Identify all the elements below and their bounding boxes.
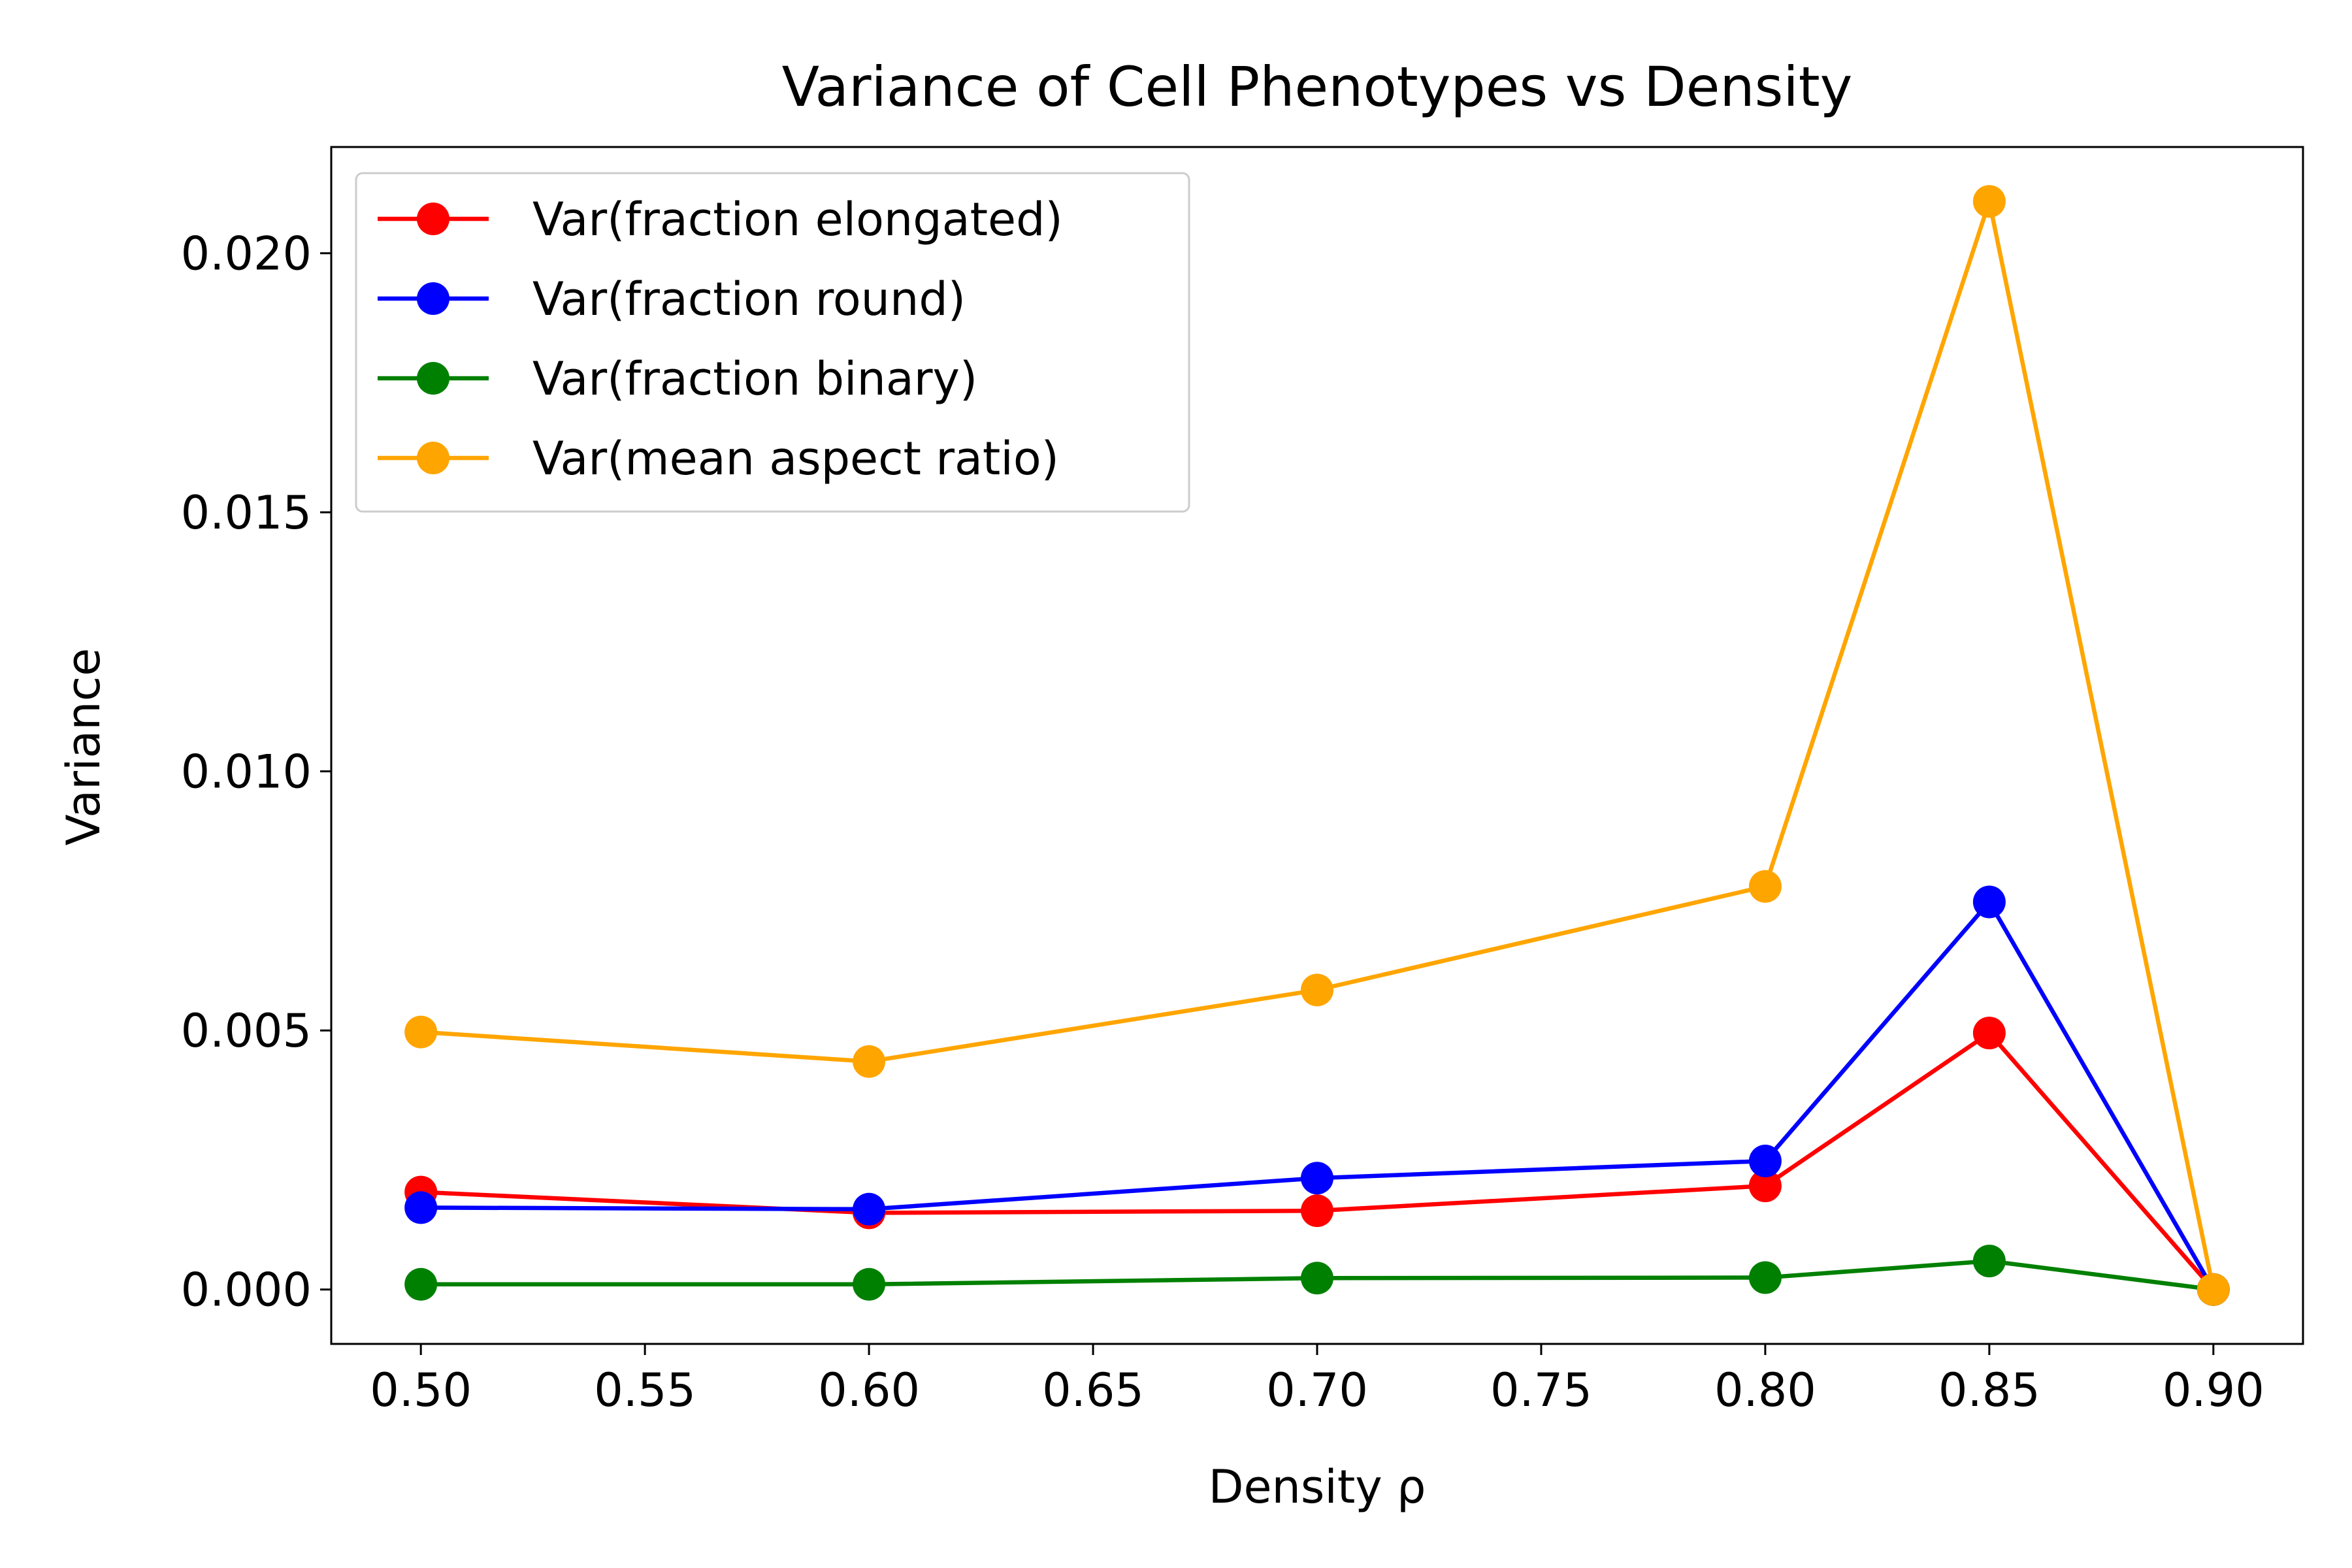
data-point <box>2197 1273 2230 1306</box>
x-tick-label: 0.65 <box>1042 1364 1144 1417</box>
x-tick-label: 0.75 <box>1490 1364 1592 1417</box>
chart-title: Variance of Cell Phenotypes vs Density <box>782 55 1853 119</box>
y-tick-label: 0.020 <box>181 227 312 281</box>
legend-item: Var(mean aspect ratio) <box>378 432 1059 485</box>
data-point <box>1748 1169 1782 1203</box>
legend-marker <box>417 442 449 474</box>
data-point <box>1972 1245 2006 1278</box>
data-point <box>1301 1194 1333 1228</box>
legend-box <box>355 172 1190 513</box>
data-point <box>853 1267 886 1301</box>
legend-label: Var(fraction elongated) <box>532 193 1063 246</box>
series-line <box>421 900 2215 1291</box>
data-point <box>404 1267 438 1301</box>
legend-label: Var(mean aspect ratio) <box>532 432 1059 485</box>
data-point <box>404 1191 438 1224</box>
data-point <box>1972 1017 2006 1050</box>
data-point <box>1972 885 2006 919</box>
x-tick-label: 0.80 <box>1714 1364 1816 1417</box>
data-point <box>1748 1145 1782 1178</box>
data-point <box>853 1045 886 1078</box>
plot-area: 0.50 0.55 0.60 0.65 0.70 0.75 0.80 0.85 0.90 0.00… <box>181 146 2304 1417</box>
data-point <box>1748 870 1782 903</box>
legend: Var(fraction elongated) Var(fraction roun… <box>355 172 1190 513</box>
x-tick-label: 0.90 <box>2163 1364 2264 1417</box>
legend-item: Var(fraction elongated) <box>378 193 1063 246</box>
legend-label: Var(fraction round) <box>532 272 966 326</box>
x-tick-label: 0.60 <box>818 1364 920 1417</box>
legend-item: Var(fraction binary) <box>378 352 977 406</box>
data-point <box>853 1192 886 1226</box>
y-tick-label: 0.015 <box>181 486 312 540</box>
x-tick-label: 0.55 <box>594 1364 696 1417</box>
series-line <box>421 1258 2214 1292</box>
legend-item: Var(fraction round) <box>378 272 966 326</box>
data-point <box>1301 973 1333 1007</box>
x-axis-label: Density ρ <box>1209 1460 1426 1514</box>
series-4 <box>404 185 2230 1306</box>
data-point <box>404 1015 438 1049</box>
series-line <box>420 199 2215 1290</box>
legend-marker <box>417 282 449 315</box>
y-tick-label: 0.005 <box>181 1004 312 1058</box>
legend-label: Var(fraction binary) <box>532 352 977 406</box>
series-2 <box>404 885 2230 1306</box>
x-tick-label: 0.70 <box>1266 1364 1368 1417</box>
y-axis-label: Variance <box>57 648 110 845</box>
x-tick-label: 0.85 <box>1938 1364 2040 1417</box>
data-point <box>1972 185 2006 218</box>
y-tick-label: 0.010 <box>181 745 312 799</box>
data-point <box>1748 1261 1782 1294</box>
data-point <box>1301 1162 1333 1195</box>
legend-marker <box>417 362 449 395</box>
legend-marker <box>417 203 449 235</box>
data-point <box>1301 1262 1333 1295</box>
y-tick-label: 0.000 <box>181 1264 312 1317</box>
x-tick-label: 0.50 <box>370 1364 472 1417</box>
